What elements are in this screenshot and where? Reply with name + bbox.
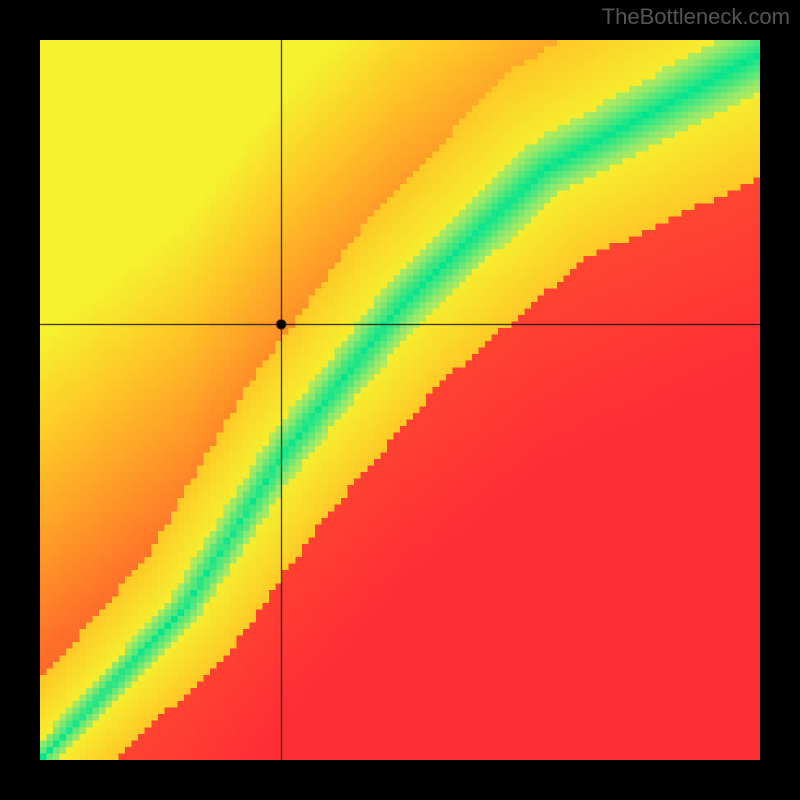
- chart-stage: TheBottleneck.com: [0, 0, 800, 800]
- watermark-text: TheBottleneck.com: [602, 4, 790, 30]
- bottleneck-heatmap: [40, 40, 760, 760]
